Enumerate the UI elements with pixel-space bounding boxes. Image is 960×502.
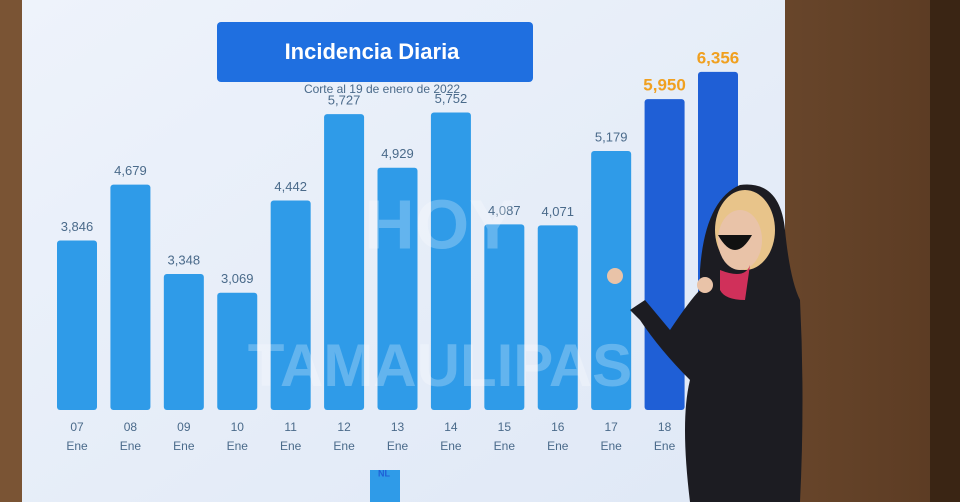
logo: NL [378, 468, 390, 478]
x-tick-month: Ene [280, 439, 302, 453]
value-label: 3,348 [168, 252, 201, 267]
x-tick-label: 12 [337, 420, 351, 434]
bar [324, 114, 365, 410]
x-tick-label: 17 [604, 420, 618, 434]
wall-edge [930, 0, 960, 502]
value-label: 4,087 [488, 203, 521, 218]
x-tick-month: Ene [333, 439, 355, 453]
x-tick-label: 08 [124, 420, 138, 434]
bar [163, 274, 204, 410]
x-tick-month: Ene [440, 439, 462, 453]
bar [537, 225, 578, 410]
presenter [607, 184, 803, 502]
logo-box [370, 470, 400, 502]
x-tick-label: 09 [177, 420, 191, 434]
x-tick-month: Ene [227, 439, 249, 453]
value-label: 4,929 [381, 146, 414, 161]
value-label: 5,950 [643, 76, 686, 95]
chart-subtitle: Corte al 19 de enero de 2022 [304, 82, 460, 96]
x-tick-label: 13 [391, 420, 405, 434]
x-tick-month: Ene [600, 439, 622, 453]
x-tick-label: 11 [284, 420, 297, 434]
x-tick-month: Ene [120, 439, 142, 453]
bar [270, 200, 311, 410]
x-tick-month: Ene [494, 439, 516, 453]
watermark: HOY [364, 185, 516, 263]
value-label: 6,356 [697, 48, 740, 67]
value-label: 3,846 [61, 219, 94, 234]
wall-left [0, 0, 22, 502]
value-label: 5,179 [595, 129, 628, 144]
x-tick-label: 16 [551, 420, 565, 434]
x-tick-label: 10 [231, 420, 245, 434]
x-tick-label: 07 [70, 420, 84, 434]
x-tick-month: Ene [173, 439, 195, 453]
bar [430, 112, 471, 410]
x-tick-month: Ene [547, 439, 569, 453]
value-label: 4,442 [274, 179, 307, 194]
bar [217, 292, 258, 410]
value-label: 4,679 [114, 163, 147, 178]
value-label: 5,752 [435, 91, 468, 106]
chart-title: Incidencia Diaria [285, 39, 461, 64]
x-tick-label: 18 [658, 420, 672, 434]
value-label: 5,727 [328, 93, 361, 108]
x-tick-month: Ene [66, 439, 88, 453]
title-banner [217, 22, 533, 82]
x-tick-month: Ene [387, 439, 409, 453]
bar [57, 240, 97, 410]
watermark: TAMAULIPAS [248, 332, 632, 399]
x-tick-label: 14 [444, 420, 458, 434]
value-label: 3,069 [221, 271, 254, 286]
x-tick-month: Ene [654, 439, 676, 453]
bar [377, 167, 418, 410]
bar [110, 184, 151, 410]
value-label: 4,071 [541, 204, 574, 219]
bar [484, 224, 525, 410]
x-tick-label: 15 [498, 420, 512, 434]
